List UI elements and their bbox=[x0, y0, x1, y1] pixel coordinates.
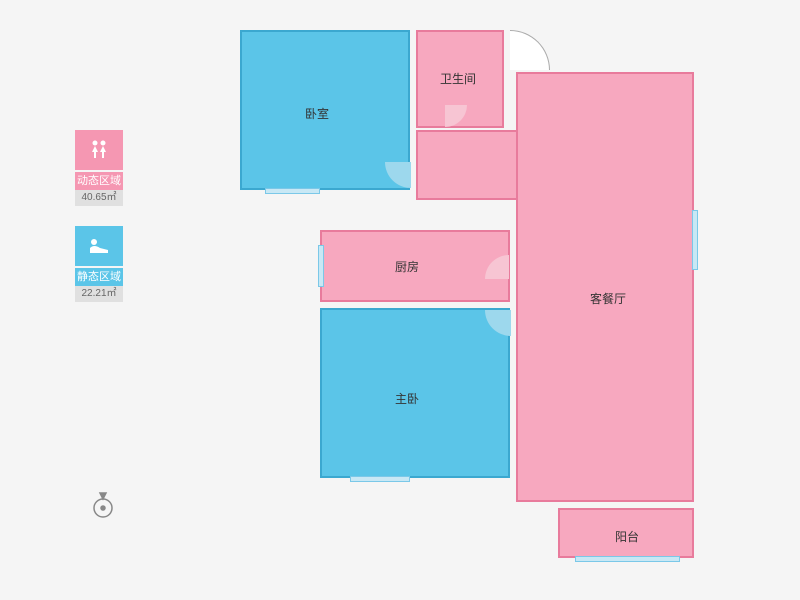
entry-door-arc bbox=[510, 30, 550, 70]
legend-static: 静态区域 22.21㎡ bbox=[75, 226, 135, 302]
room-corridor bbox=[416, 130, 516, 200]
label-kitchen: 厨房 bbox=[395, 258, 419, 275]
label-living: 客餐厅 bbox=[590, 290, 626, 307]
legend-dynamic-label: 动态区域 bbox=[75, 172, 123, 190]
label-bedroom: 卧室 bbox=[305, 105, 329, 122]
legend-panel: 动态区域 40.65㎡ 静态区域 22.21㎡ bbox=[75, 130, 135, 322]
label-master: 主卧 bbox=[395, 390, 419, 407]
static-icon bbox=[75, 226, 123, 266]
label-balcony: 阳台 bbox=[615, 528, 639, 545]
window-living-right bbox=[692, 210, 698, 270]
legend-dynamic: 动态区域 40.65㎡ bbox=[75, 130, 135, 206]
legend-static-label: 静态区域 bbox=[75, 268, 123, 286]
window-balcony bbox=[575, 556, 680, 562]
legend-static-value: 22.21㎡ bbox=[75, 286, 123, 302]
window-kitchen bbox=[318, 245, 324, 287]
room-living bbox=[516, 72, 694, 502]
legend-dynamic-value: 40.65㎡ bbox=[75, 190, 123, 206]
dynamic-icon bbox=[75, 130, 123, 170]
label-bathroom: 卫生间 bbox=[440, 70, 476, 87]
window-master bbox=[350, 476, 410, 482]
floorplan: 卧室 卫生间 客餐厅 厨房 主卧 阳台 bbox=[230, 30, 710, 570]
compass-icon bbox=[88, 490, 118, 520]
window-bedroom bbox=[265, 188, 320, 194]
